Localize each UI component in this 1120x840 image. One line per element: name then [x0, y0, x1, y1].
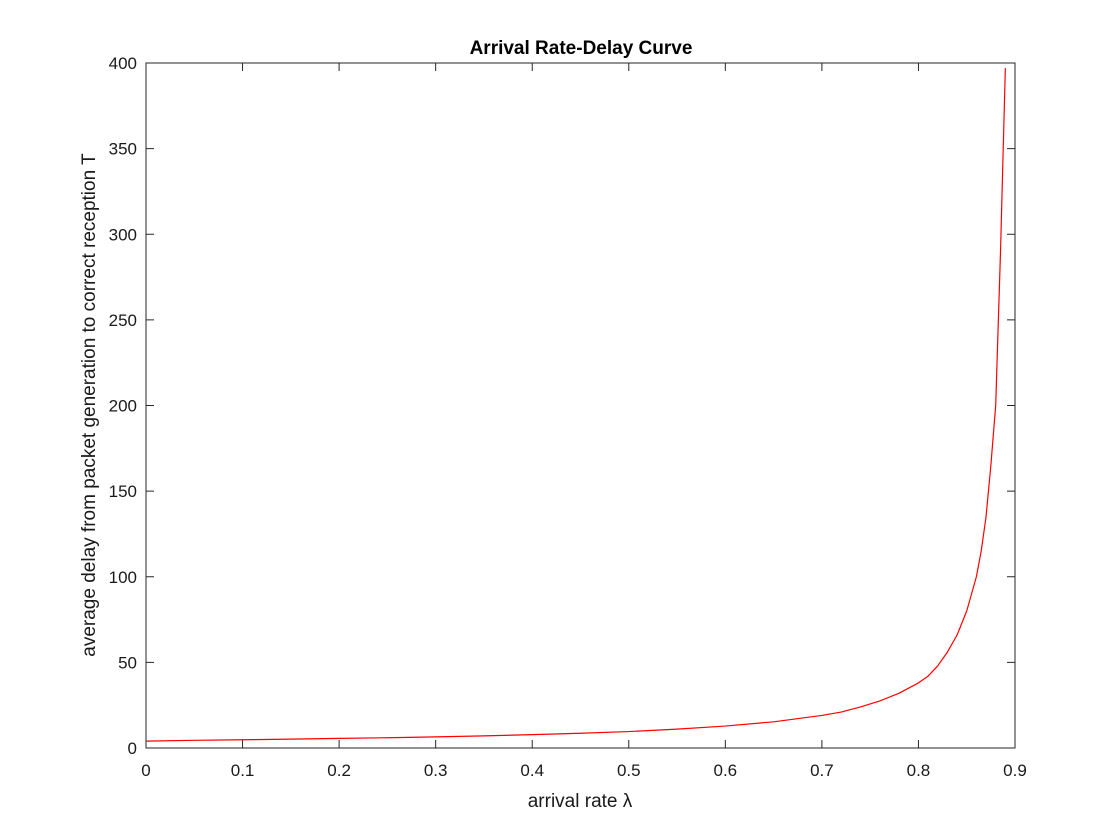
x-tick-label: 0 [141, 761, 150, 780]
x-tick-label: 0.9 [1003, 761, 1027, 780]
y-axis-tick-labels: 0 50 100 150 200 250 300 350 400 [109, 54, 137, 758]
x-tick-label: 0.2 [327, 761, 351, 780]
y-axis-label: average delay from packet generation to … [79, 153, 100, 657]
y-axis-ticks [146, 62, 1015, 749]
x-tick-label: 0.5 [617, 761, 641, 780]
series-group [145, 68, 1006, 742]
x-axis-tick-labels: 0 0.1 0.2 0.3 0.4 0.5 0.6 0.7 0.8 0.9 [141, 761, 1027, 780]
y-tick-label: 200 [109, 397, 137, 416]
x-tick-label: 0.1 [231, 761, 255, 780]
x-tick-label: 0.7 [810, 761, 834, 780]
chart-title: Arrival Rate-Delay Curve [470, 38, 693, 59]
y-tick-label: 350 [109, 140, 137, 159]
x-tick-label: 0.3 [424, 761, 448, 780]
y-tick-label: 100 [109, 568, 137, 587]
series-line-0 [145, 68, 1006, 742]
y-tick-label: 300 [109, 225, 137, 244]
plot-area [145, 62, 1016, 749]
x-axis-label: arrival rate λ [528, 791, 633, 812]
y-tick-label: 250 [109, 311, 137, 330]
x-axis-ticks [145, 63, 1016, 748]
y-tick-label: 0 [128, 739, 137, 758]
y-tick-label: 400 [109, 54, 137, 73]
y-tick-label: 150 [109, 482, 137, 501]
y-tick-label: 50 [118, 653, 137, 672]
x-tick-label: 0.4 [520, 761, 544, 780]
x-tick-label: 0.6 [714, 761, 738, 780]
x-tick-label: 0.8 [907, 761, 931, 780]
